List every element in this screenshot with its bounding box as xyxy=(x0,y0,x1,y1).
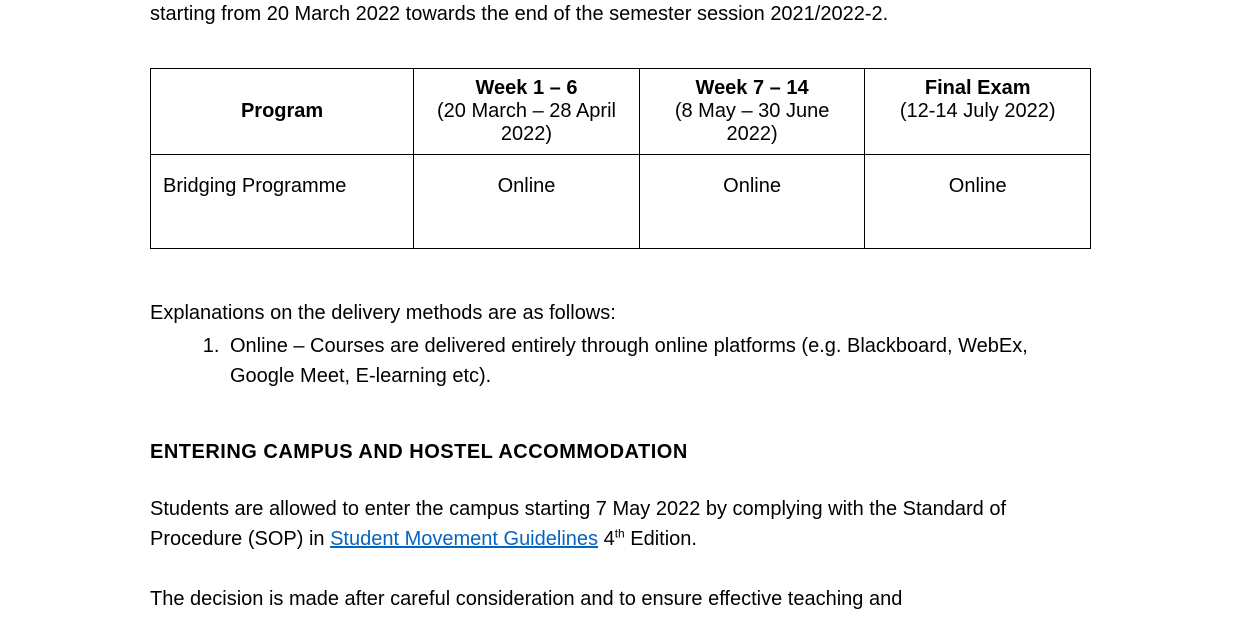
delivery-method-table: Program Week 1 – 6 (20 March – 28 April … xyxy=(150,68,1091,249)
cell-finalexam: Online xyxy=(865,155,1091,249)
explanation-intro: Explanations on the delivery methods are… xyxy=(150,299,1091,327)
table-header-week1-6: Week 1 – 6 (20 March – 28 April 2022) xyxy=(414,69,640,155)
table-header-week7-14-title: Week 7 – 14 xyxy=(652,77,853,100)
campus-paragraph-1: Students are allowed to enter the campus… xyxy=(150,494,1091,554)
para1-text-3: Edition. xyxy=(625,528,697,550)
student-movement-guidelines-link[interactable]: Student Movement Guidelines xyxy=(330,528,598,550)
table-header-finalexam-date: (12-14 July 2022) xyxy=(877,100,1078,123)
table-header-finalexam: Final Exam (12-14 July 2022) xyxy=(865,69,1091,155)
intro-paragraph: starting from 20 March 2022 towards the … xyxy=(150,0,1091,28)
table-header-week7-14: Week 7 – 14 (8 May – 30 June 2022) xyxy=(639,69,865,155)
table-row: Bridging Programme Online Online Online xyxy=(151,155,1091,249)
para1-superscript: th xyxy=(615,526,625,540)
cell-program: Bridging Programme xyxy=(151,155,414,249)
table-header-finalexam-title: Final Exam xyxy=(877,77,1078,100)
table-header-week7-14-date: (8 May – 30 June 2022) xyxy=(652,100,853,146)
table-header-program: Program xyxy=(151,69,414,155)
explanation-list: Online – Courses are delivered entirely … xyxy=(150,331,1091,391)
list-item: Online – Courses are delivered entirely … xyxy=(225,331,1091,391)
cell-week1-6: Online xyxy=(414,155,640,249)
table-header-week1-6-date: (20 March – 28 April 2022) xyxy=(426,100,627,146)
para1-text-2: 4 xyxy=(598,528,615,550)
cell-week7-14: Online xyxy=(639,155,865,249)
section-heading-campus: ENTERING CAMPUS AND HOSTEL ACCOMMODATION xyxy=(150,441,1091,464)
table-header-week1-6-title: Week 1 – 6 xyxy=(426,77,627,100)
campus-paragraph-2: The decision is made after careful consi… xyxy=(150,584,1091,614)
